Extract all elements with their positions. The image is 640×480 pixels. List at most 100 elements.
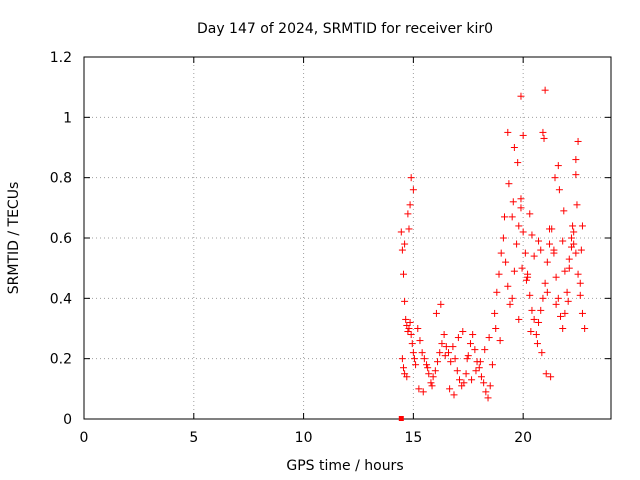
data-point xyxy=(539,128,547,136)
data-point xyxy=(401,240,409,248)
data-point xyxy=(561,309,569,317)
y-tick-label: 0.6 xyxy=(50,231,72,247)
data-point xyxy=(431,367,439,375)
data-point xyxy=(409,186,417,194)
data-point xyxy=(528,306,536,314)
y-axis-label: SRMTID / TECUs xyxy=(6,182,22,295)
data-point xyxy=(471,346,479,354)
data-point xyxy=(485,334,493,342)
data-point xyxy=(563,288,571,296)
data-point xyxy=(491,309,499,317)
data-point xyxy=(570,228,578,236)
data-point xyxy=(519,131,527,139)
data-point xyxy=(437,300,445,308)
grid xyxy=(84,57,611,419)
x-tick-label: 0 xyxy=(80,430,89,446)
data-point xyxy=(528,231,536,239)
data-point xyxy=(526,291,534,299)
data-point xyxy=(493,288,501,296)
data-point xyxy=(424,364,432,372)
data-point xyxy=(514,159,522,167)
data-point xyxy=(509,198,517,206)
data-point xyxy=(569,222,577,230)
data-point xyxy=(499,234,507,242)
data-point xyxy=(547,373,555,381)
data-point xyxy=(573,201,581,209)
data-point xyxy=(407,331,415,339)
data-point xyxy=(517,204,525,212)
data-point xyxy=(519,228,527,236)
data-point xyxy=(399,364,407,372)
data-point xyxy=(484,394,492,402)
data-point xyxy=(407,174,415,182)
data-point xyxy=(447,358,455,366)
data-point xyxy=(399,270,407,278)
data-point xyxy=(533,340,541,348)
data-point xyxy=(464,352,472,360)
data-point xyxy=(488,361,496,369)
data-point xyxy=(546,240,554,248)
data-point xyxy=(522,276,530,284)
data-point xyxy=(517,195,525,203)
data-point xyxy=(449,343,457,351)
data-point xyxy=(559,237,567,245)
data-point xyxy=(550,246,558,254)
data-point xyxy=(504,128,512,136)
data-point xyxy=(486,382,494,390)
scatter-points xyxy=(397,86,589,421)
data-point xyxy=(517,92,525,100)
data-point xyxy=(513,240,521,248)
data-point xyxy=(564,297,572,305)
data-point xyxy=(570,240,578,248)
data-point xyxy=(455,376,463,384)
y-tick-label: 0.2 xyxy=(50,352,72,368)
data-point xyxy=(432,309,440,317)
data-point xyxy=(453,367,461,375)
data-point xyxy=(508,294,516,302)
data-point xyxy=(501,213,509,221)
data-point xyxy=(574,137,582,145)
y-tick-label: 1.2 xyxy=(50,50,72,66)
data-point xyxy=(419,388,427,396)
x-axis-label: GPS time / hours xyxy=(286,458,403,474)
data-point xyxy=(515,315,523,323)
data-point xyxy=(472,367,480,375)
data-point xyxy=(406,318,414,326)
data-point xyxy=(521,249,529,257)
data-point xyxy=(578,222,586,230)
data-point xyxy=(541,279,549,287)
data-point xyxy=(406,201,414,209)
data-point xyxy=(530,315,538,323)
data-point xyxy=(469,331,477,339)
data-point xyxy=(466,340,474,348)
data-point xyxy=(495,270,503,278)
data-point xyxy=(506,300,514,308)
data-point xyxy=(441,352,449,360)
data-point xyxy=(414,325,422,332)
y-tick-label: 0 xyxy=(63,412,72,428)
data-point xyxy=(543,258,551,266)
data-point xyxy=(581,325,589,332)
data-point xyxy=(418,349,426,357)
data-point xyxy=(405,325,413,332)
data-point xyxy=(572,249,580,257)
data-point xyxy=(508,213,516,221)
data-point xyxy=(561,267,569,275)
data-point xyxy=(404,210,412,218)
data-point xyxy=(497,249,505,257)
data-point xyxy=(477,373,485,381)
data-point xyxy=(412,361,420,369)
data-point xyxy=(415,385,423,393)
data-point xyxy=(463,355,471,363)
data-point xyxy=(468,376,476,384)
data-point xyxy=(460,379,468,387)
data-point xyxy=(551,174,559,182)
data-point xyxy=(425,370,433,378)
data-point xyxy=(541,86,549,94)
data-point xyxy=(410,355,418,363)
data-point xyxy=(405,225,413,233)
data-point xyxy=(524,273,532,281)
ticks: 0 0.2 0.4 0.6 0.8 1 1.2 0 5 10 15 20 xyxy=(50,50,611,446)
data-point xyxy=(542,370,550,378)
data-point xyxy=(476,358,484,366)
